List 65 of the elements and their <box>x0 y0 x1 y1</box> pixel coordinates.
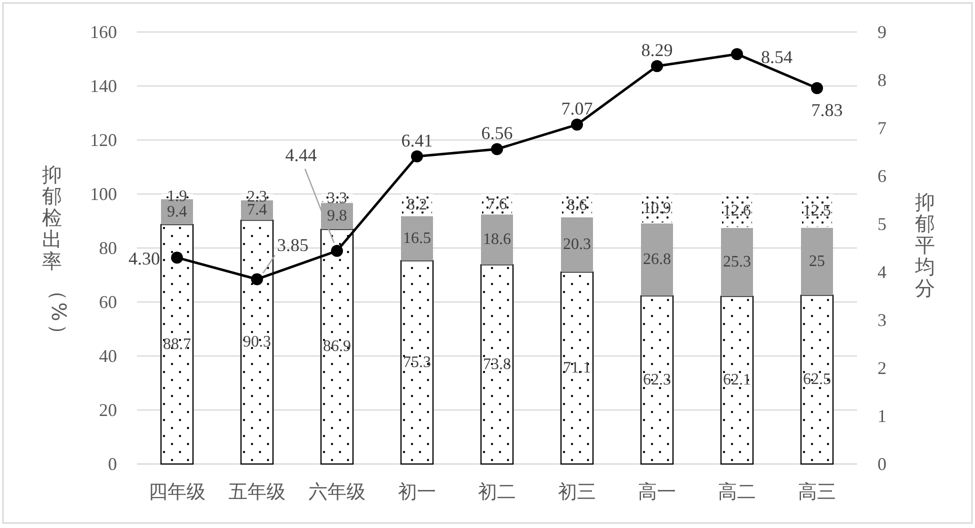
data-label: 16.5 <box>403 230 431 247</box>
data-label: 9.8 <box>327 208 347 225</box>
y2-tick-label: 7 <box>878 118 886 138</box>
y-tick-label: 100 <box>90 184 117 204</box>
y2-tick-label: 9 <box>878 22 886 42</box>
data-label: 25 <box>809 253 825 270</box>
data-label: 62.1 <box>723 372 751 389</box>
data-label: 8.6 <box>567 197 587 214</box>
data-label: 18.6 <box>483 231 511 248</box>
x-tick-label: 六年级 <box>308 481 366 503</box>
x-tick-label: 初二 <box>478 481 516 503</box>
data-label: 6.56 <box>481 123 513 144</box>
y2-tick-label: 6 <box>878 166 886 186</box>
y2-axis-title: 抑郁平均分 <box>914 190 935 300</box>
data-label: 4.44 <box>285 144 317 165</box>
y2-tick-label: 5 <box>878 214 886 234</box>
y-axis-title: 抑郁检出率（%） <box>42 162 71 344</box>
data-label: 7.83 <box>811 100 843 120</box>
y-tick-label: 0 <box>108 454 117 474</box>
data-label: 20.3 <box>563 236 591 254</box>
y-tick-label: 40 <box>99 346 117 366</box>
y-tick-label: 20 <box>99 400 117 420</box>
y-tick-label: 120 <box>90 130 117 150</box>
data-label: 62.3 <box>643 371 671 388</box>
data-label: 4.30 <box>128 248 160 269</box>
y2-tick-label: 4 <box>878 262 886 282</box>
y-tick-label: 60 <box>99 292 117 312</box>
x-tick-label: 高一 <box>638 481 676 503</box>
data-label: 7.07 <box>561 98 593 119</box>
data-label: 7.6 <box>487 196 507 213</box>
data-label: 73.8 <box>483 356 511 373</box>
x-tick-label: 五年级 <box>228 481 286 503</box>
x-tick-label: 四年级 <box>148 481 206 503</box>
data-label: 12.6 <box>723 202 751 220</box>
data-label: 7.4 <box>247 202 267 219</box>
data-label: 8.54 <box>761 47 792 68</box>
y-tick-label: 160 <box>90 22 117 42</box>
y2-tick-label: 1 <box>878 406 886 426</box>
x-tick-label: 高二 <box>718 481 756 503</box>
data-label: 75.3 <box>403 354 431 371</box>
data-label: 1.9 <box>167 188 187 206</box>
x-tick-label: 初一 <box>398 481 436 503</box>
data-label: 71.1 <box>563 360 591 377</box>
data-label: 3.3 <box>327 190 347 207</box>
y-tick-label: 80 <box>99 238 117 258</box>
data-label: 8.2 <box>407 196 427 214</box>
x-tick-label: 高三 <box>798 481 836 503</box>
data-label: 26.8 <box>643 251 671 268</box>
data-label: 10.9 <box>643 200 671 218</box>
data-label: 88.7 <box>163 336 191 353</box>
y2-tick-label: 3 <box>878 310 886 330</box>
data-label: 62.5 <box>803 371 831 388</box>
data-label: 8.29 <box>641 40 673 60</box>
y2-tick-label: 0 <box>878 454 886 474</box>
data-label: 86.9 <box>323 338 351 356</box>
data-label: 6.41 <box>401 130 433 150</box>
data-label: 3.85 <box>277 235 308 256</box>
x-tick-label: 初三 <box>558 481 596 503</box>
y2-tick-label: 8 <box>878 70 886 90</box>
y2-tick-label: 2 <box>878 358 886 378</box>
data-label: 12.5 <box>803 202 831 220</box>
data-label: 25.3 <box>723 254 751 271</box>
data-label: 9.4 <box>167 203 187 220</box>
data-label: 90.3 <box>243 334 271 351</box>
y-tick-label: 140 <box>90 76 117 96</box>
